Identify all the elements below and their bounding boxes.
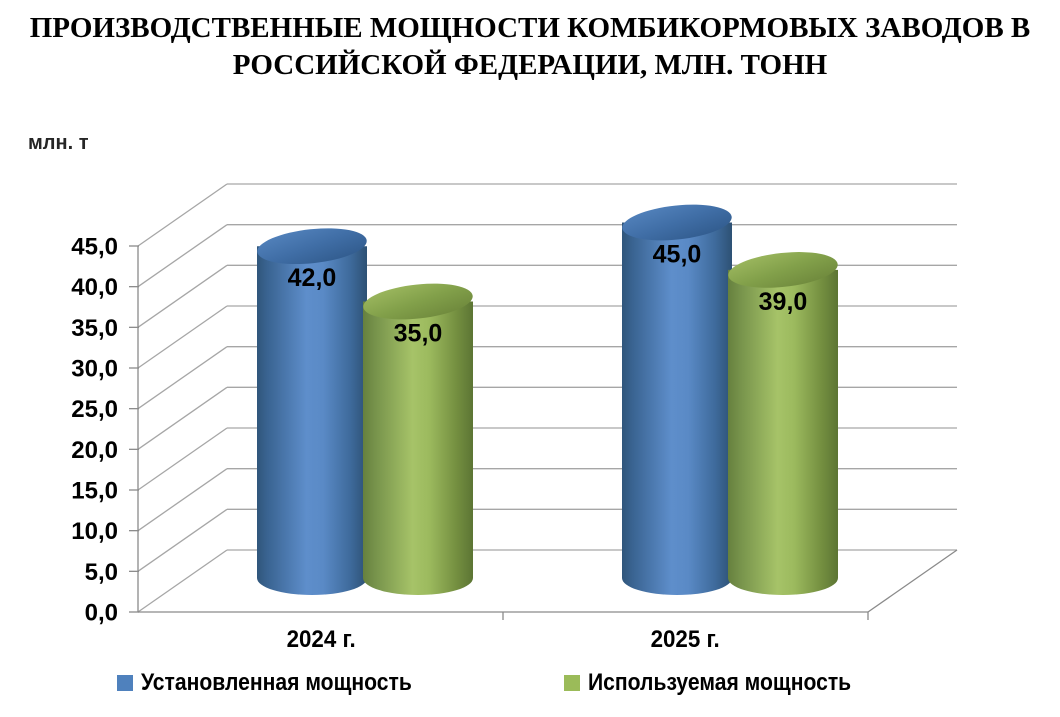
y-tick-label: 45,0 [71, 234, 118, 261]
cylinder-body [257, 246, 367, 595]
y-tick-label: 25,0 [71, 396, 118, 423]
gridline-depth [137, 346, 228, 410]
legend-item-used: Используемая мощность [564, 669, 887, 696]
cylinder-top [257, 228, 367, 265]
gridline-depth [137, 224, 228, 288]
category-label-2025: 2025 г. [650, 626, 720, 653]
bar-group-0: 42,0 35,0 [257, 228, 473, 595]
gridline-depth [137, 305, 228, 369]
gridline-depth [137, 549, 228, 613]
y-tick-label: 20,0 [71, 437, 118, 464]
legend-marker-used [564, 675, 580, 691]
category-label-2024: 2024 г. [286, 626, 356, 653]
floor-right-edge [867, 549, 958, 613]
chart-title-line1: ПРОИЗВОДСТВЕННЫЕ МОЩНОСТИ КОМБИКОРМОВЫХ … [29, 12, 1031, 44]
y-tick-label: 0,0 [85, 600, 118, 627]
legend-marker-installed [117, 675, 133, 691]
cylinder-body [622, 222, 732, 595]
gridline-depth [137, 468, 228, 532]
legend-label-used: Используемая мощность [588, 669, 852, 696]
y-axis-unit-label: млн. т [28, 132, 89, 154]
data-label: 39,0 [759, 288, 808, 316]
cylinder-top [363, 283, 473, 320]
cylinder-body [728, 269, 838, 595]
y-tick-label: 30,0 [71, 356, 118, 383]
gridline-depth [137, 427, 228, 491]
y-tick-label: 10,0 [71, 518, 118, 545]
legend-label-installed: Установленная мощность [141, 669, 412, 696]
axes [137, 246, 958, 620]
y-tick-label: 40,0 [71, 274, 118, 301]
chart-title: ПРОИЗВОДСТВЕННЫЕ МОЩНОСТИ КОМБИКОРМОВЫХ … [0, 10, 1060, 84]
cylinder-top [728, 252, 838, 288]
y-tick-label: 35,0 [71, 315, 118, 342]
data-label: 42,0 [288, 264, 337, 292]
gridline-depth [137, 508, 228, 572]
gridline-depth [137, 264, 228, 328]
data-label: 35,0 [394, 320, 443, 348]
cylinder-body [363, 301, 473, 595]
y-tick-label: 15,0 [71, 478, 118, 505]
y-tick-label: 5,0 [85, 559, 118, 586]
cylinder-top [622, 204, 732, 241]
chart-title-line2: РОССИЙСКОЙ ФЕДЕРАЦИИ, МЛН. ТОНН [232, 49, 828, 81]
gridline-depth [137, 183, 228, 247]
data-label: 45,0 [653, 241, 702, 269]
legend-item-installed: Установленная мощность [117, 669, 449, 696]
bar-group-1: 45,0 39,0 [622, 204, 838, 595]
gridline-depth [137, 386, 228, 450]
